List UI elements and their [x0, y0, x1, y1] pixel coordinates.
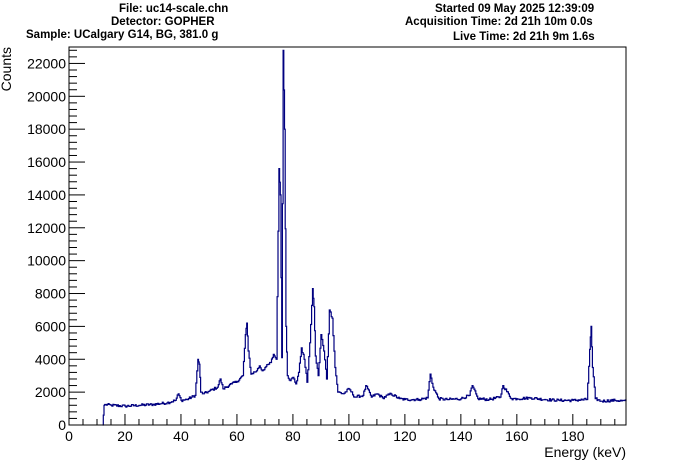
plot-area [102, 49, 627, 426]
x-tick-label: 100 [337, 428, 361, 444]
axes: 0 20 40 60 80 100 120 140 160 180 0 2000 4000 6000 800… [27, 46, 627, 444]
header-detector: Detector: GOPHER [111, 16, 215, 28]
y-tick-label: 12000 [27, 220, 66, 236]
x-axis-label: Energy (keV) [544, 444, 626, 460]
y-tick-label: 0 [58, 417, 66, 433]
x-tick-label: 20 [117, 428, 133, 444]
y-tick-label: 18000 [27, 121, 66, 137]
x-tick-label: 60 [229, 428, 245, 444]
x-tick-label: 80 [285, 428, 301, 444]
y-tick-label: 8000 [35, 286, 66, 302]
x-tick-label: 120 [393, 428, 417, 444]
x-tick-label: 40 [173, 428, 189, 444]
x-tick-label: 160 [505, 428, 529, 444]
spectrum-line [102, 49, 627, 426]
header-started: Started 09 May 2025 12:39:09 [435, 3, 595, 15]
header-file: File: uc14-scale.chn [119, 3, 229, 15]
y-tick-label: 16000 [27, 154, 66, 170]
x-tick-label: 0 [65, 428, 73, 444]
x-tick-label: 140 [449, 428, 473, 444]
y-axis-label: Counts [0, 47, 14, 91]
y-tick-label: 10000 [27, 253, 66, 269]
y-tick-label: 22000 [27, 55, 66, 71]
y-tick-label: 20000 [27, 88, 66, 104]
y-tick-label: 4000 [35, 351, 66, 367]
header-sample: Sample: UCalgary G14, BG, 381.0 g [26, 29, 219, 41]
header-acquisition-time: Acquisition Time: 2d 21h 10m 0.0s [405, 16, 593, 28]
y-tick-label: 6000 [35, 318, 66, 334]
header-live-time: Live Time: 2d 21h 9m 1.6s [453, 31, 595, 43]
x-tick-label: 180 [561, 428, 585, 444]
y-tick-label: 14000 [27, 187, 66, 203]
y-tick-label: 2000 [35, 384, 66, 400]
plot-frame [68, 46, 627, 426]
